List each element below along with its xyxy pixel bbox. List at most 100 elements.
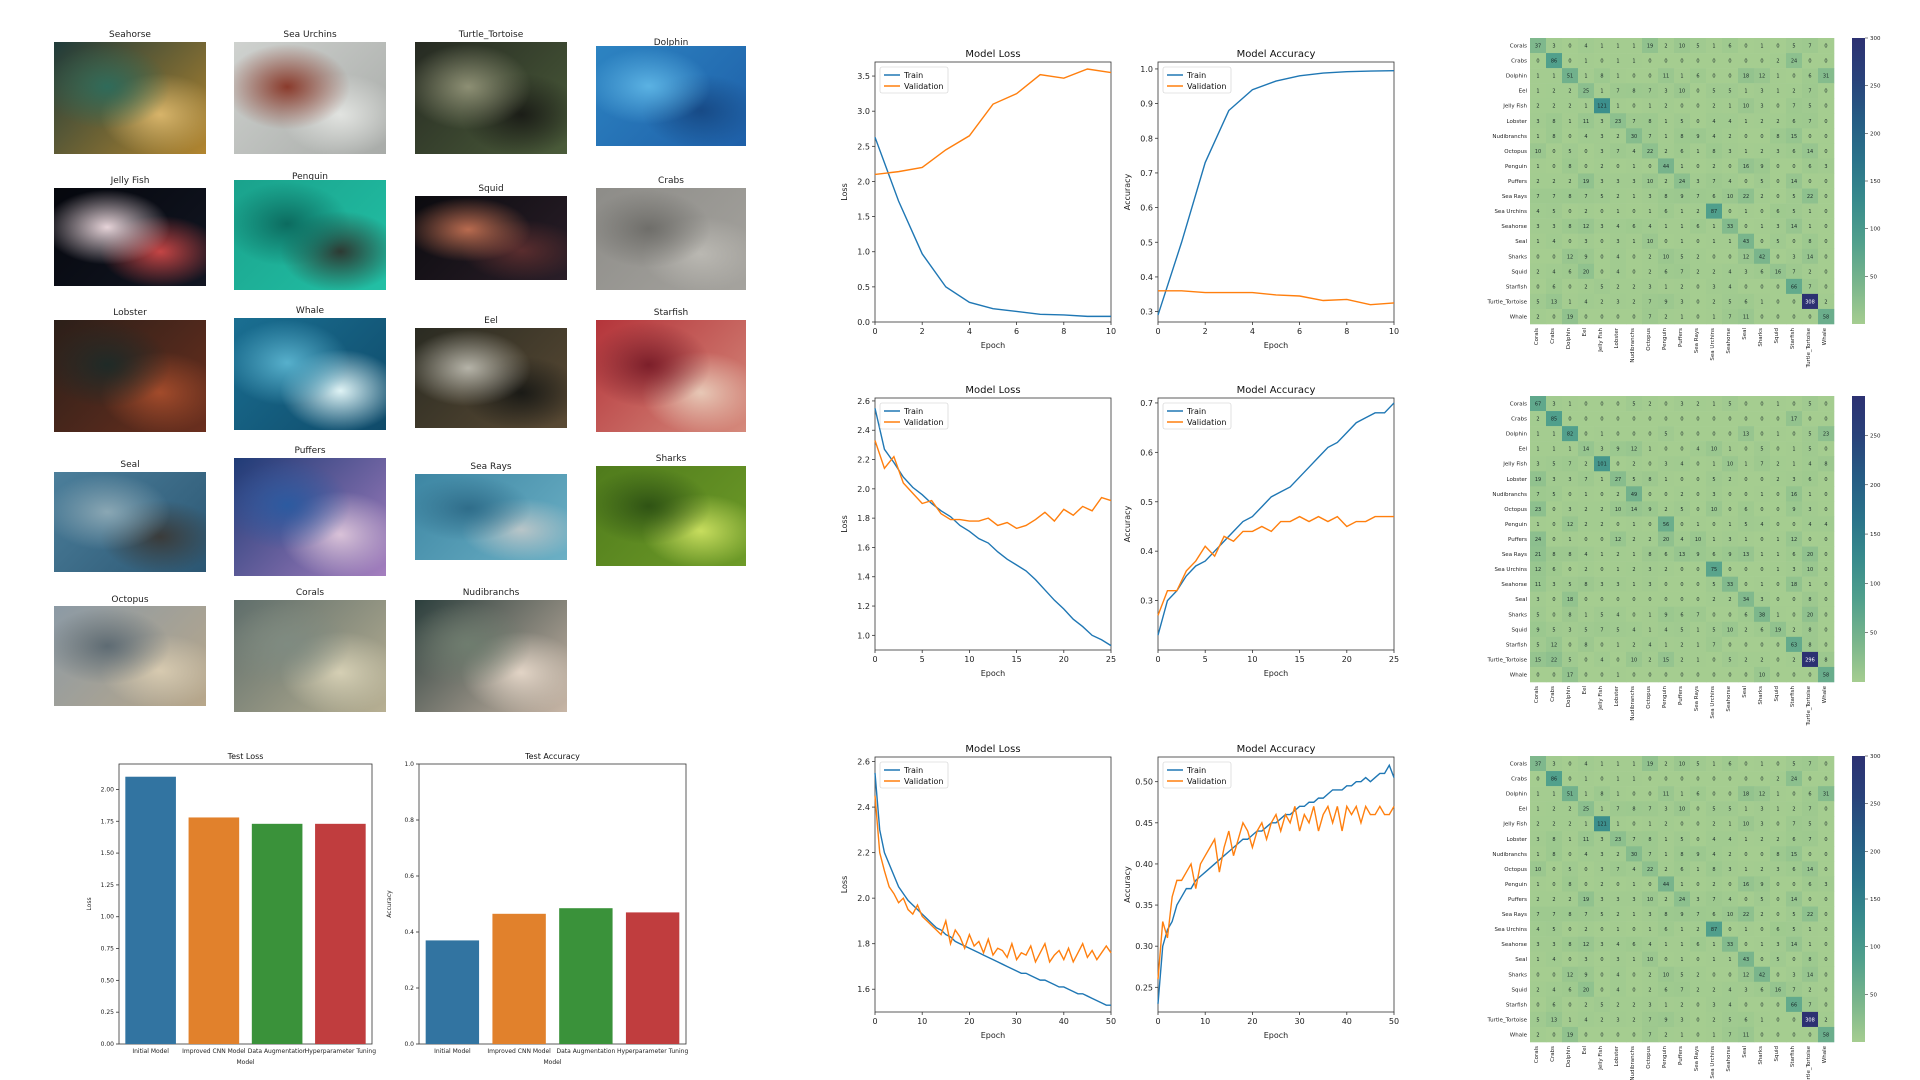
cell-value: 0: [1776, 284, 1779, 290]
heatmap-cell: [1754, 53, 1771, 69]
cell-value: 1: [1616, 74, 1619, 80]
heatmap-cell: [1706, 546, 1723, 562]
cell-value: 1: [1792, 447, 1795, 453]
cell-value: 2: [1696, 972, 1699, 978]
heatmap-cell: [1546, 546, 1563, 562]
heatmap-cell: [1658, 471, 1675, 487]
cell-value: 1: [1568, 119, 1571, 125]
cell-value: 2: [1568, 897, 1571, 903]
heatmap-cell: [1770, 966, 1787, 983]
cell-value: 1: [1696, 627, 1699, 633]
cell-value: 9: [1584, 254, 1587, 260]
heatmap-cell: [1738, 278, 1755, 295]
heatmap-cell: [1626, 921, 1643, 937]
cell-value: 8: [1568, 942, 1571, 948]
x-tick-label: 10: [1106, 327, 1116, 336]
heatmap-cell: [1674, 426, 1691, 442]
row-label: Octopus: [1504, 149, 1527, 155]
heatmap-cell: [1690, 861, 1707, 877]
col-label: Dolphin: [1566, 685, 1572, 707]
heatmap-cell: [1546, 218, 1563, 234]
cell-value: 1: [1712, 762, 1715, 768]
col-label: Crabs: [1550, 1046, 1556, 1062]
cell-value: 0: [1696, 672, 1699, 678]
heatmap-cell: [1562, 486, 1579, 502]
heatmap-cell: [1562, 636, 1579, 653]
heatmap-cell: [1546, 531, 1563, 547]
heatmap-cell: [1706, 516, 1723, 532]
cell-value: 0: [1696, 777, 1699, 783]
cell-value: 1: [1776, 402, 1779, 408]
heatmap-cell: [1754, 158, 1771, 174]
heatmap-cell: [1642, 68, 1659, 84]
x-tick-label: Data Augmentation: [248, 1048, 307, 1055]
row-label: Puffers: [1508, 537, 1527, 543]
cell-value: 14: [1791, 224, 1797, 230]
colorbar-tick-label: 50: [1870, 274, 1877, 280]
heatmap-cell: [1658, 1026, 1675, 1043]
x-axis-label: Epoch: [1264, 669, 1289, 678]
heatmap-cell: [1690, 876, 1707, 892]
heatmap-cell: [1802, 786, 1819, 802]
cell-value: 5: [1568, 149, 1571, 155]
cell-value: 19: [1647, 44, 1653, 50]
heatmap-cell: [1706, 396, 1723, 412]
cell-value: 8: [1776, 852, 1779, 858]
y-tick-label: 2.2: [857, 456, 870, 465]
cell-value: 0: [1696, 507, 1699, 513]
heatmap-cell: [1562, 891, 1579, 907]
cell-value: 0: [1664, 402, 1667, 408]
heatmap-cell: [1674, 113, 1691, 129]
cell-value: 2: [1808, 987, 1811, 993]
cell-value: 1: [1536, 74, 1539, 80]
cell-value: 1: [1616, 567, 1619, 573]
y-tick-label: 0.0: [404, 1041, 414, 1048]
heatmap-cell: [1818, 756, 1835, 772]
heatmap-cell: [1658, 576, 1675, 592]
heatmap-cell: [1642, 786, 1659, 802]
heatmap-cell: [1754, 576, 1771, 592]
heatmap-cell: [1818, 816, 1835, 832]
heatmap-cell: [1578, 38, 1595, 54]
cell-value: 5: [1808, 402, 1811, 408]
heatmap-cell: [1674, 636, 1691, 653]
cell-value: 7: [1536, 492, 1539, 498]
cell-value: 7: [1568, 462, 1571, 468]
cell-value: 2: [1584, 522, 1587, 528]
heatmap-cell: [1530, 861, 1547, 877]
cell-value: 3: [1616, 179, 1619, 185]
heatmap-cell: [1802, 606, 1819, 623]
heatmap-cell: [1578, 396, 1595, 412]
cell-value: 3: [1600, 852, 1603, 858]
col-label: Nudibranchs: [1630, 328, 1636, 363]
cell-value: 51: [1567, 74, 1573, 80]
cell-value: 9: [1696, 552, 1699, 558]
cell-value: 42: [1759, 972, 1765, 978]
cell-value: 6: [1632, 224, 1635, 230]
heatmap-cell: [1562, 83, 1579, 99]
heatmap-cell: [1690, 128, 1707, 144]
heatmap-cell: [1786, 83, 1803, 99]
heatmap-cell: [1722, 128, 1739, 144]
cell-value: 5: [1760, 447, 1763, 453]
heatmap-cell: [1706, 921, 1723, 937]
cell-value: 5: [1792, 762, 1795, 768]
cell-value: 1: [1696, 522, 1699, 528]
cell-value: 0: [1776, 104, 1779, 110]
x-tick-label: 15: [1012, 655, 1022, 664]
heatmap-cell: [1722, 441, 1739, 457]
heatmap-cell: [1530, 636, 1547, 653]
heatmap-cell: [1594, 426, 1611, 442]
cell-value: 0: [1824, 912, 1827, 918]
cell-value: 3: [1552, 582, 1555, 588]
heatmap-cell: [1722, 891, 1739, 907]
cell-value: 0: [1632, 269, 1635, 275]
heatmap-cell: [1770, 218, 1787, 234]
cell-value: 1: [1728, 822, 1731, 828]
cell-value: 66: [1791, 284, 1797, 290]
y-tick-label: 0.8: [1140, 134, 1153, 143]
cell-value: 1: [1664, 224, 1667, 230]
gallery-image: [596, 188, 746, 290]
cell-value: 0: [1808, 537, 1811, 543]
